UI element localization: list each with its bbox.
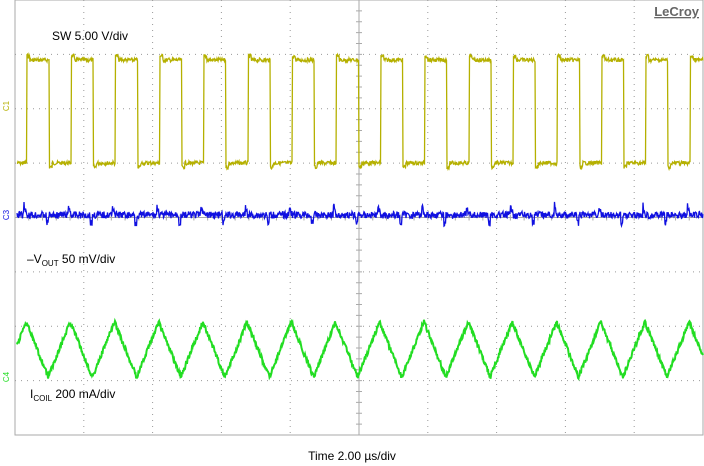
channel-marker: C3 [2,209,11,220]
channel-label: –VOUT 50 mV/div [27,252,115,268]
brand: LeCroy [654,4,700,19]
icoil-trace [16,317,704,381]
timebase-label: Time 2.00 µs/div [308,449,396,463]
channel-label: SW 5.00 V/div [52,29,128,43]
traces [16,51,704,381]
channel-marker: C1 [2,100,11,111]
vout-trace [16,201,704,229]
channel-label: ICOIL 200 mA/div [30,387,115,403]
channel-marker: C4 [2,371,11,382]
sw-trace [16,51,704,172]
